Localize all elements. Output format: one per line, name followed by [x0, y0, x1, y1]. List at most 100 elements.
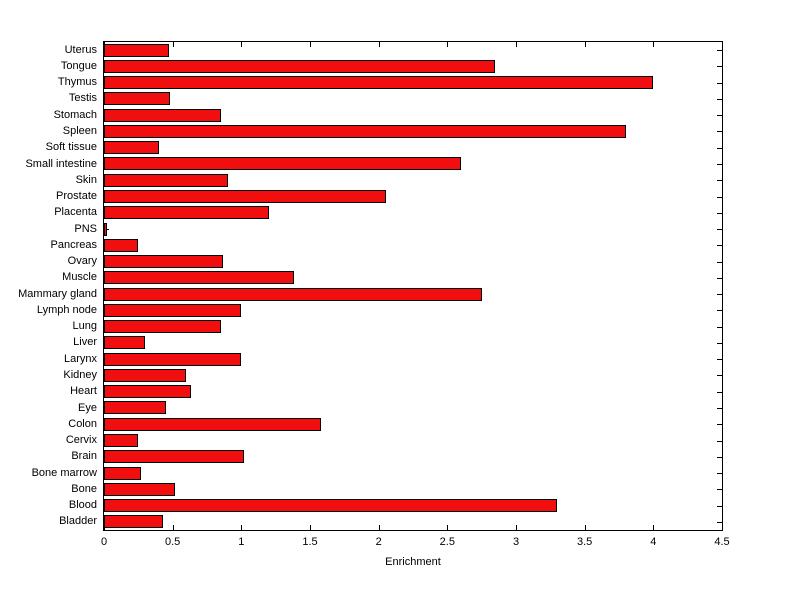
x-tick-mark: [584, 525, 586, 530]
y-tick-label: Stomach: [53, 108, 97, 121]
bar: [104, 417, 321, 431]
y-tick-mark: [717, 326, 722, 328]
y-tick-mark: [717, 66, 722, 68]
y-tick-label: Bladder: [59, 515, 97, 528]
x-tick-mark: [241, 42, 243, 47]
x-tick-mark: [172, 525, 174, 530]
bar: [104, 206, 269, 220]
x-tick-label: 0.5: [165, 536, 181, 548]
y-tick-label: Testis: [68, 92, 97, 105]
bar: [104, 173, 228, 187]
x-tick-mark: [653, 42, 655, 47]
x-tick-mark: [516, 525, 517, 530]
y-tick-mark: [717, 375, 722, 377]
x-tick-mark: [310, 42, 311, 47]
y-tick-mark: [717, 489, 722, 491]
y-tick-label: Thymus: [57, 76, 97, 89]
bar: [104, 255, 224, 269]
y-tick-label: Bone: [71, 482, 97, 495]
bar: [104, 368, 187, 382]
y-tick-label: Lung: [72, 320, 97, 333]
bar: [104, 336, 146, 350]
bar: [104, 352, 242, 366]
bar: [104, 157, 462, 171]
y-tick-label: PNS: [74, 222, 97, 235]
y-tick-mark: [717, 50, 722, 52]
y-tick-label: Kidney: [63, 368, 97, 381]
x-tick-label: 4.5: [714, 536, 730, 548]
plot-area: [103, 41, 723, 531]
x-tick-mark: [241, 525, 243, 530]
bar: [104, 271, 294, 285]
bar: [104, 92, 170, 106]
x-tick-mark: [447, 42, 449, 47]
x-tick-mark: [172, 42, 174, 47]
bar: [104, 482, 176, 496]
y-tick-mark: [717, 505, 722, 507]
x-tick-mark: [722, 525, 723, 530]
y-tick-mark: [717, 294, 722, 296]
bar: [104, 190, 386, 204]
y-tick-label: Colon: [68, 417, 97, 430]
bar: [104, 141, 159, 155]
y-tick-mark: [717, 359, 722, 361]
bar: [104, 434, 139, 448]
y-tick-label: Bone marrow: [31, 466, 97, 479]
y-tick-mark: [717, 277, 722, 279]
y-tick-mark: [717, 98, 722, 100]
y-tick-label: Mammary gland: [18, 287, 97, 300]
y-tick-mark: [717, 456, 722, 458]
bar: [104, 303, 242, 317]
bar: [104, 59, 496, 73]
x-tick-mark: [584, 42, 586, 47]
bar: [104, 320, 221, 334]
bar: [104, 287, 482, 301]
y-tick-label: Blood: [68, 499, 97, 512]
bar: [104, 76, 654, 90]
x-tick-label: 2.5: [439, 536, 455, 548]
bar: [104, 450, 245, 464]
y-tick-mark: [717, 473, 722, 475]
x-tick-label: 2: [375, 536, 382, 548]
bar: [104, 222, 107, 236]
y-tick-label: Ovary: [67, 255, 97, 268]
y-tick-label: Larynx: [63, 352, 97, 365]
y-tick-label: Uterus: [64, 43, 97, 56]
x-tick-label: 1: [238, 536, 245, 548]
y-tick-mark: [717, 147, 722, 149]
y-tick-mark: [717, 521, 722, 523]
bar: [104, 108, 221, 122]
x-axis-label: Enrichment: [385, 556, 441, 568]
bar: [104, 43, 169, 57]
y-tick-label: Lymph node: [36, 303, 97, 316]
y-tick-mark: [717, 310, 722, 312]
y-tick-mark: [717, 424, 722, 426]
x-tick-mark: [310, 525, 311, 530]
y-tick-label: Heart: [70, 385, 97, 398]
y-tick-label: Cervix: [65, 434, 97, 447]
x-tick-mark: [378, 42, 380, 47]
bar: [104, 499, 558, 513]
x-tick-mark: [516, 42, 517, 47]
y-tick-label: Eye: [78, 401, 97, 414]
y-tick-label: Brain: [71, 450, 97, 463]
y-tick-mark: [717, 115, 722, 117]
y-tick-mark: [717, 196, 722, 198]
y-tick-mark: [717, 342, 722, 344]
y-tick-mark: [717, 245, 722, 247]
x-tick-label: 1.5: [302, 536, 318, 548]
y-tick-mark: [717, 180, 722, 182]
y-tick-mark: [717, 131, 722, 133]
x-tick-mark: [653, 525, 655, 530]
y-tick-label: Spleen: [62, 124, 97, 137]
bar: [104, 385, 191, 399]
bar: [104, 238, 139, 252]
y-tick-label: Soft tissue: [45, 141, 97, 154]
x-tick-label: 0: [100, 536, 108, 548]
y-tick-mark: [717, 229, 722, 231]
y-tick-mark: [717, 261, 722, 263]
y-tick-mark: [717, 164, 722, 165]
x-tick-mark: [722, 42, 723, 47]
bar: [104, 515, 164, 529]
